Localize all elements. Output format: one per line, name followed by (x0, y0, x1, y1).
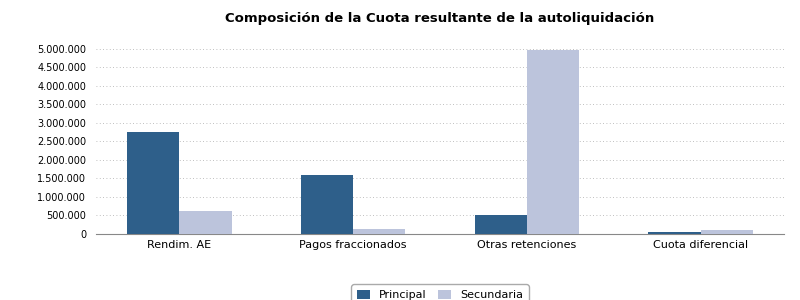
Bar (649, 232, 701, 234)
Bar (179, 211, 231, 234)
Legend: Principal, Secundaria: Principal, Secundaria (351, 284, 529, 300)
Bar (353, 229, 406, 234)
Bar (527, 50, 579, 234)
Bar (127, 132, 179, 234)
Bar (474, 215, 527, 234)
Bar (701, 230, 753, 234)
Bar (301, 175, 353, 234)
Title: Composición de la Cuota resultante de la autoliquidación: Composición de la Cuota resultante de la… (226, 12, 654, 25)
